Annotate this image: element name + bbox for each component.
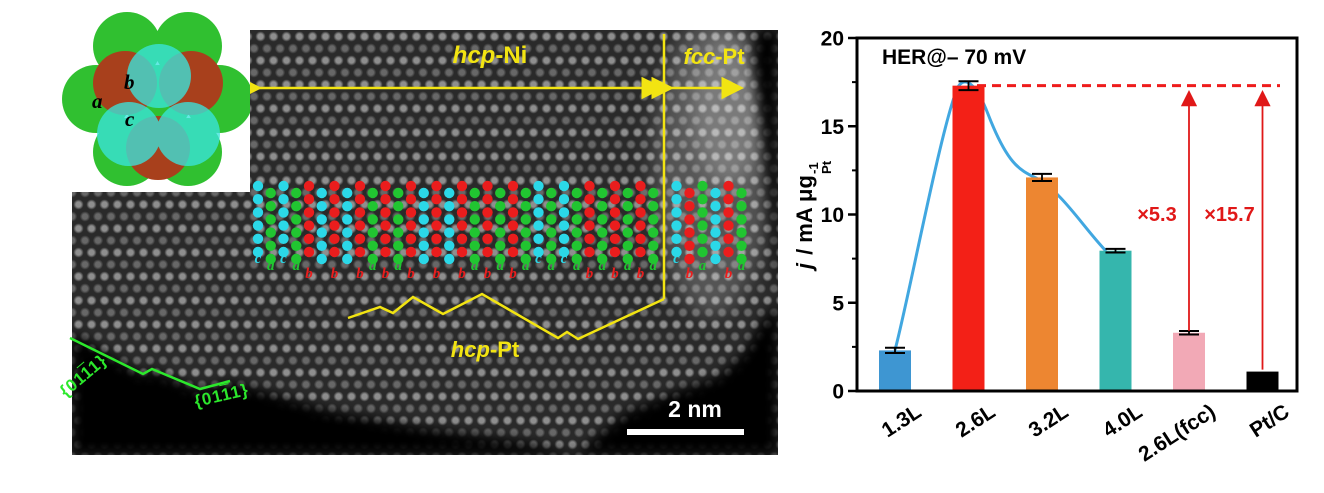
y-axis-label: j / mA μg -1 Pt [792,160,834,270]
bar-3.2L [1026,177,1058,391]
site-label-c: c [125,107,135,131]
bar-Pt/C [1246,371,1279,391]
multiplier-label: ×15.7 [1204,204,1255,226]
region-label-hcp-pt: hcp-Pt [430,337,540,363]
site-label-b: b [124,70,135,94]
stacking-model-inset: a b c [6,0,253,192]
bar-2.6L [952,85,985,391]
fcc-pt-italic: fcc [683,44,716,69]
hcp-ni-italic: hcp [452,42,496,69]
hcp-ni-rest: -Ni [495,42,528,69]
trend-curve [893,80,1108,351]
region-label-hcp-ni: hcp-Ni [420,42,560,70]
hcp-pt-italic: hcp [450,337,490,362]
y-tick-label: 10 [821,204,844,227]
her-activity-chart: ×5.3 ×15.7 0 5 10 15 20 HER@– 70 mV j / mA μg -… [790,0,1324,493]
c-layer-circles [97,44,220,166]
bar-4.0L [1099,250,1132,391]
bar-1.3L [879,350,911,391]
fcc-pt-rest: -Pt [715,44,745,69]
y-tick-label: 15 [821,116,845,139]
chart-title: HER@– 70 mV [882,46,1027,69]
y-tick-label: 0 [832,381,844,404]
scale-bar-label: 2 nm [668,396,722,422]
stacking-model [62,12,253,186]
region-label-fcc-pt: fcc-Pt [668,44,760,70]
y-tick-label: 5 [832,292,844,315]
y-tick-label: 20 [821,28,844,51]
bar-2.6L(fcc) [1173,332,1205,391]
multiplier-label: ×5.3 [1137,204,1176,226]
site-label-a: a [92,89,103,113]
hcp-pt-rest: -Pt [489,337,520,362]
chart-canvas: ×5.3 ×15.7 0 5 10 15 20 [821,28,1299,404]
